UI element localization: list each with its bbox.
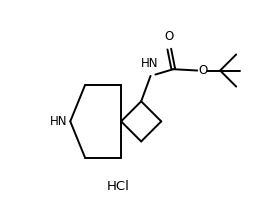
- Text: O: O: [198, 64, 207, 77]
- Text: HN: HN: [140, 57, 158, 70]
- Text: HN: HN: [49, 115, 67, 128]
- Text: O: O: [165, 30, 174, 43]
- Text: HCl: HCl: [107, 180, 130, 194]
